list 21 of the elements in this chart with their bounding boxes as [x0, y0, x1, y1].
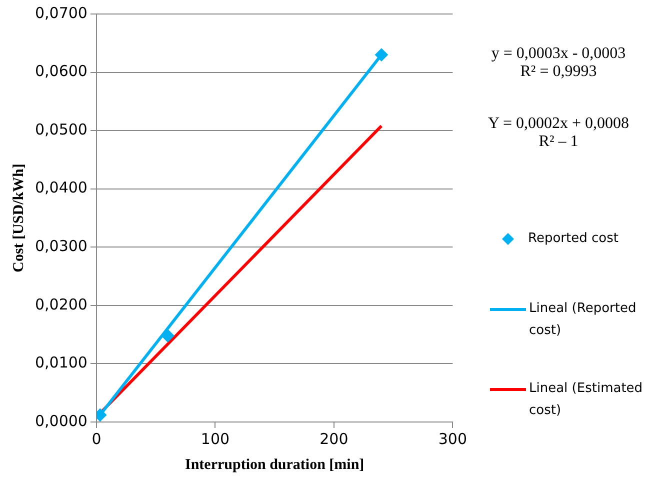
- text: Y = 0,0002x + 0,0008 R² – 1: [486, 115, 630, 151]
- y-tick-label: 0,0700: [34, 4, 88, 22]
- legend-label: Lineal (Estimated cost): [529, 380, 644, 420]
- point: [161, 329, 174, 342]
- y-tick-label: 0,0200: [34, 295, 88, 314]
- y-tick-label: 0,0400: [34, 178, 88, 197]
- x-tick-label: 100: [200, 430, 230, 448]
- y-tick-label: 0,0500: [34, 120, 88, 138]
- y-axis-title: Cost [USD/kWh]: [10, 164, 27, 272]
- legend-label: Lineal (Reported cost): [529, 300, 638, 340]
- legend-label: Reported cost: [528, 230, 618, 248]
- y-tick-label: 0,0000: [34, 412, 88, 430]
- y-tick-label: 0,0100: [34, 354, 88, 372]
- x-tick-label: 0: [92, 430, 102, 448]
- x-tick-label: 200: [320, 430, 348, 448]
- x-tick-label: 300: [438, 430, 468, 448]
- x-axis-title: Interruption duration [min]: [184, 456, 364, 473]
- point: [374, 48, 388, 62]
- text: y = 0,0003x - 0,0003 R² = 0,9993: [490, 45, 627, 81]
- y-tick-label: 0,0300: [34, 237, 88, 256]
- y-tick-label: 0,0600: [34, 62, 88, 80]
